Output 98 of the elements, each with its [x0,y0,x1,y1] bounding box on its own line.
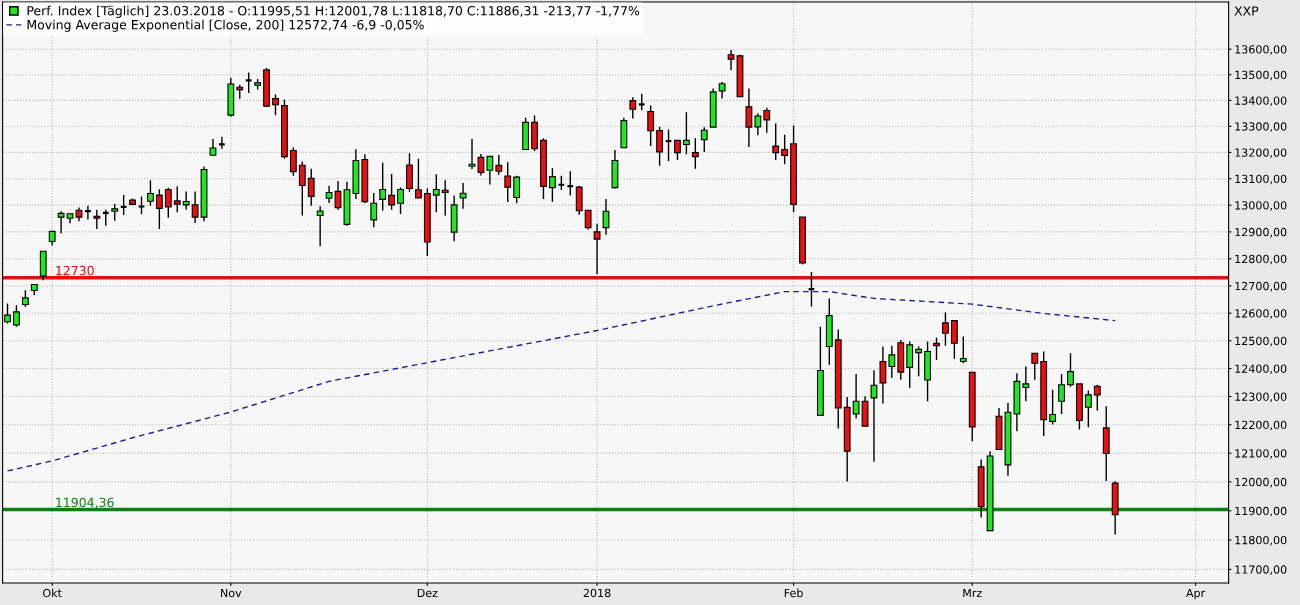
candlestick [307,167,315,207]
y-tick-label: 13500,00 [1235,70,1287,81]
ref-line-label: 11904,36 [56,497,114,509]
candlestick [575,185,583,216]
candlestick [93,209,101,230]
candlestick [942,311,949,347]
candlestick [432,173,440,214]
x-tick-label: Nov [221,588,242,598]
candlestick [486,155,494,186]
candlestick [647,104,655,147]
candlestick [700,126,708,153]
candlestick [852,373,860,420]
y-tick-label: 13000,00 [1235,201,1287,211]
x-tick-label: Mrz [963,588,982,597]
candlestick [13,304,20,328]
candlestick [1084,389,1092,428]
candlestick [691,137,699,170]
candlestick [272,93,279,116]
candlestick [745,87,753,148]
candlestick [763,106,771,134]
candlestick [674,139,681,161]
candlestick [406,152,413,193]
candlestick [182,190,190,211]
x-tick-label: Okt [43,588,62,598]
candlestick [879,345,887,405]
x-tick-label: Feb [784,588,803,598]
candlestick [682,111,690,155]
y-tick-label: 12900,00 [1235,227,1287,238]
candlestick [1049,389,1057,426]
candlestick [656,126,664,167]
candlestick [1067,352,1074,388]
candlestick [1058,373,1065,415]
candlestick [504,161,512,203]
candlestick [147,179,154,207]
candlestick [781,133,789,165]
y-tick-label: 13200,00 [1235,148,1287,158]
y-tick-label: 13100,00 [1235,174,1287,185]
y-tick-label: 12500,00 [1235,336,1287,347]
legend-label: Moving Average Exponential [Close, 200] 12572,74 -6,9 -0,05% [27,19,424,32]
y-tick-label: 12400,00 [1235,364,1287,375]
candlestick [959,335,967,364]
y-tick-label: 12100,00 [1235,449,1287,459]
y-tick-label: 13400,00 [1235,96,1287,106]
candlestick [459,182,467,210]
candlestick [244,71,253,94]
x-tick-label: Dez [417,588,438,598]
candlestick [388,173,396,211]
x-tick-label: 2018 [583,588,611,598]
candlestick [1093,384,1101,412]
candlestick [629,96,637,120]
candlestick [57,210,65,234]
candlestick [191,190,199,224]
y-tick-label: 12300,00 [1235,392,1287,403]
candlestick [441,179,449,217]
candlestick [513,175,521,205]
y-tick-label: 11700,00 [1235,565,1287,575]
candlestick [316,205,324,248]
candlestick [602,198,610,236]
candlestick [298,160,306,217]
y-tick-label: 12600,00 [1235,309,1287,319]
y-tick-label: 11800,00 [1235,535,1287,546]
y-tick-label: 12000,00 [1235,477,1287,488]
candlestick [1022,365,1030,402]
candlestick [593,223,601,275]
y-tick-label: 12800,00 [1235,254,1287,265]
candlestick [173,185,181,214]
candlestick [414,157,422,199]
candlestick [906,340,914,389]
y-tick-label: 13300,00 [1235,122,1287,132]
candlestick [397,186,404,215]
candlestick [566,170,575,197]
y-tick-label: 11900,00 [1235,506,1287,517]
candlestick [888,345,896,379]
candlestick [870,369,878,463]
legend-label: Perf. Index [Täglich] 23.03.2018 - O:11995,51 H:12001,78 L:11818,70 C:11886,31 -213,77 -1,77% [27,5,640,18]
y-tick-label: 13600,00 [1235,45,1287,55]
candlestick [754,112,762,136]
candlestick [164,186,172,219]
candlestick [155,188,163,230]
candlestick [548,167,556,203]
candlestick [289,146,297,177]
candlestick [370,192,378,229]
candlestick [950,319,958,360]
candlestick [495,154,503,176]
candlestick [379,161,387,212]
candlestick [217,136,226,150]
y-tick-label: 12700,00 [1235,281,1287,292]
x-tick-label: Apr [1186,588,1206,600]
candlestick [1031,352,1039,381]
text: XXP [1234,6,1259,16]
ref-line-label: 12730 [56,265,94,276]
candlestick [772,122,780,161]
line-series [6,290,1116,472]
candlestick [933,337,940,361]
candlestick [915,345,923,378]
candlestick [83,205,92,221]
y-tick-label: 12200,00 [1235,420,1287,431]
candlestick [584,209,592,231]
